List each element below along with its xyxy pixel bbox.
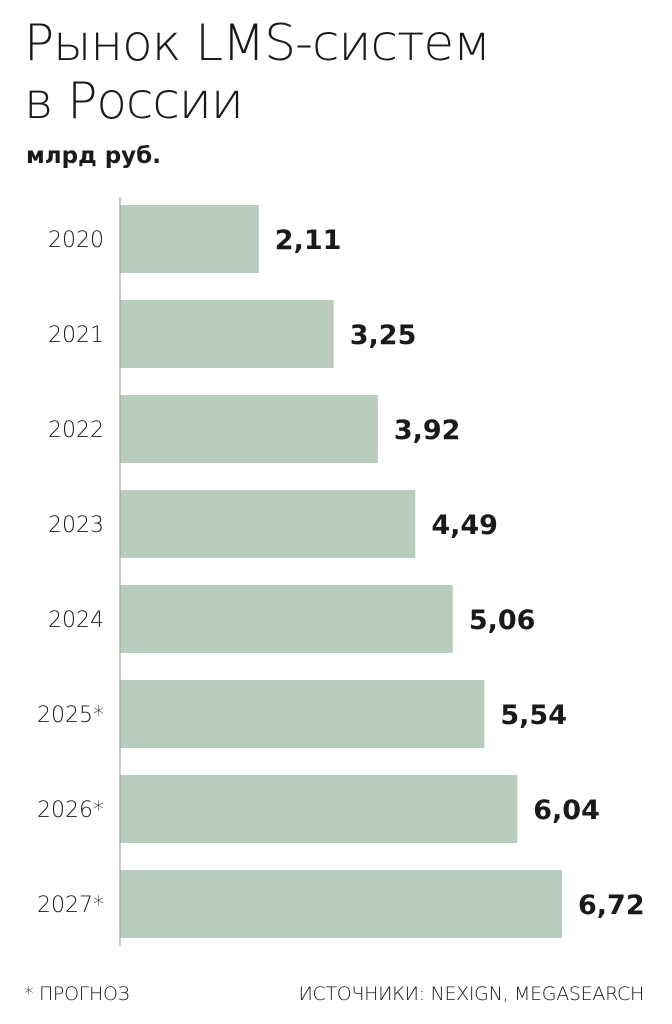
category-label: 2023 xyxy=(48,513,104,538)
chart-title-line-2: в России xyxy=(24,72,244,130)
value-label: 4,49 xyxy=(431,510,498,541)
category-label: 2026* xyxy=(37,798,104,823)
value-label: 6,04 xyxy=(533,795,600,826)
bar-2021 xyxy=(120,300,334,368)
category-label: 2024 xyxy=(48,608,104,633)
value-label: 5,54 xyxy=(500,700,567,731)
category-label: 2025* xyxy=(37,703,104,728)
value-label: 3,25 xyxy=(350,320,417,351)
category-label: 2021 xyxy=(48,323,104,348)
sources-note: ИСТОЧНИКИ: NEXIGN, MEGASEARCH xyxy=(298,983,644,1005)
forecast-note: * ПРОГНОЗ xyxy=(24,983,130,1005)
bar-2026-forecast xyxy=(120,775,518,843)
bar-chart: 2020 2,11 2021 3,25 2022 3,92 2023 4,49 2024 5,06… xyxy=(37,197,645,946)
category-label: 2022 xyxy=(48,418,104,443)
bar-2023 xyxy=(120,490,416,558)
chart-unit: млрд руб. xyxy=(26,143,161,169)
category-label: 2027* xyxy=(37,893,104,918)
bar-2025-forecast xyxy=(120,680,485,748)
bar-2020 xyxy=(120,205,259,273)
value-label: 3,92 xyxy=(394,415,461,446)
chart-title-line-1: Рынок LMS-систем xyxy=(24,14,491,72)
bar-2027-forecast xyxy=(120,870,562,938)
value-label: 5,06 xyxy=(469,605,536,636)
value-label: 2,11 xyxy=(275,225,342,256)
category-label: 2020 xyxy=(48,228,104,253)
value-label: 6,72 xyxy=(578,890,645,921)
bar-2024 xyxy=(120,585,453,653)
chart-title: Рынок LMS-систем в России xyxy=(24,14,654,130)
bar-2022 xyxy=(120,395,378,463)
